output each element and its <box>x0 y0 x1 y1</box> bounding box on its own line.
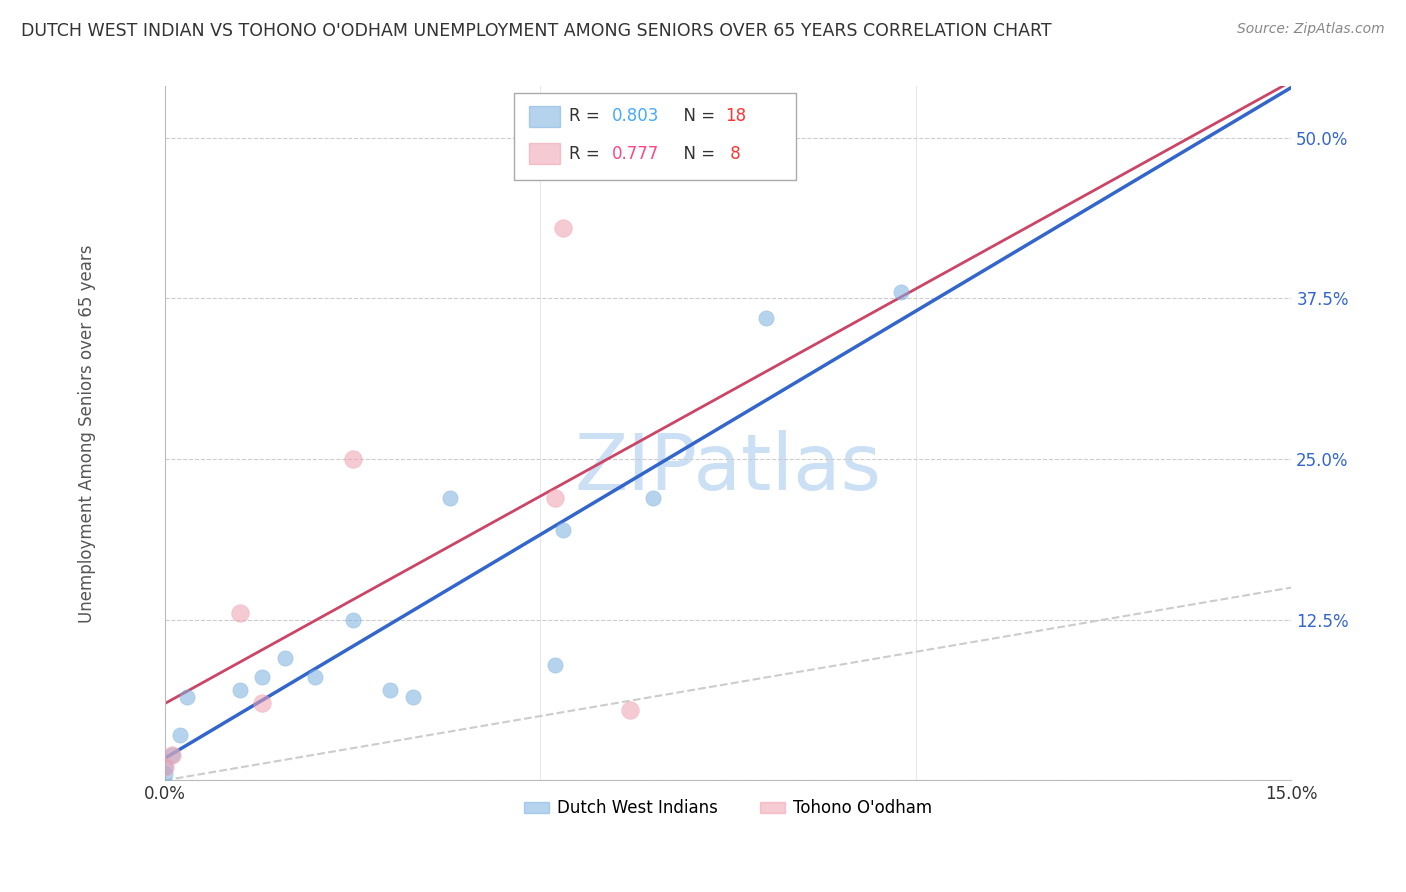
Point <box>544 657 567 672</box>
Point <box>342 452 364 467</box>
Point <box>176 690 198 704</box>
Y-axis label: Unemployment Among Seniors over 65 years: Unemployment Among Seniors over 65 years <box>79 244 96 623</box>
Text: 0.803: 0.803 <box>612 107 659 125</box>
Point <box>641 491 664 505</box>
Point <box>551 523 574 537</box>
Point <box>153 767 176 781</box>
Point <box>551 220 574 235</box>
Point <box>153 760 176 774</box>
Point <box>274 651 297 665</box>
Point <box>162 747 184 762</box>
Point <box>304 671 326 685</box>
Text: 8: 8 <box>724 145 741 162</box>
Text: DUTCH WEST INDIAN VS TOHONO O'ODHAM UNEMPLOYMENT AMONG SENIORS OVER 65 YEARS COR: DUTCH WEST INDIAN VS TOHONO O'ODHAM UNEM… <box>21 22 1052 40</box>
Text: R =: R = <box>569 107 605 125</box>
Legend: Dutch West Indians, Tohono O'odham: Dutch West Indians, Tohono O'odham <box>517 793 939 824</box>
Text: N =: N = <box>673 107 720 125</box>
Point <box>402 690 425 704</box>
FancyBboxPatch shape <box>515 94 796 180</box>
Point <box>439 491 461 505</box>
FancyBboxPatch shape <box>529 106 560 127</box>
Point <box>162 747 184 762</box>
Point <box>252 696 274 710</box>
Point <box>544 491 567 505</box>
Point <box>890 285 912 299</box>
Point <box>153 760 176 774</box>
Text: R =: R = <box>569 145 605 162</box>
Text: 18: 18 <box>724 107 745 125</box>
Point <box>378 683 401 698</box>
Text: N =: N = <box>673 145 720 162</box>
Point <box>252 671 274 685</box>
Point <box>229 683 252 698</box>
Point <box>342 613 364 627</box>
Point <box>169 728 191 742</box>
Text: 0.777: 0.777 <box>612 145 659 162</box>
Point <box>229 606 252 620</box>
Text: ZIPatlas: ZIPatlas <box>575 430 882 506</box>
Point <box>619 703 641 717</box>
FancyBboxPatch shape <box>529 144 560 164</box>
Point <box>755 310 778 325</box>
Text: Source: ZipAtlas.com: Source: ZipAtlas.com <box>1237 22 1385 37</box>
